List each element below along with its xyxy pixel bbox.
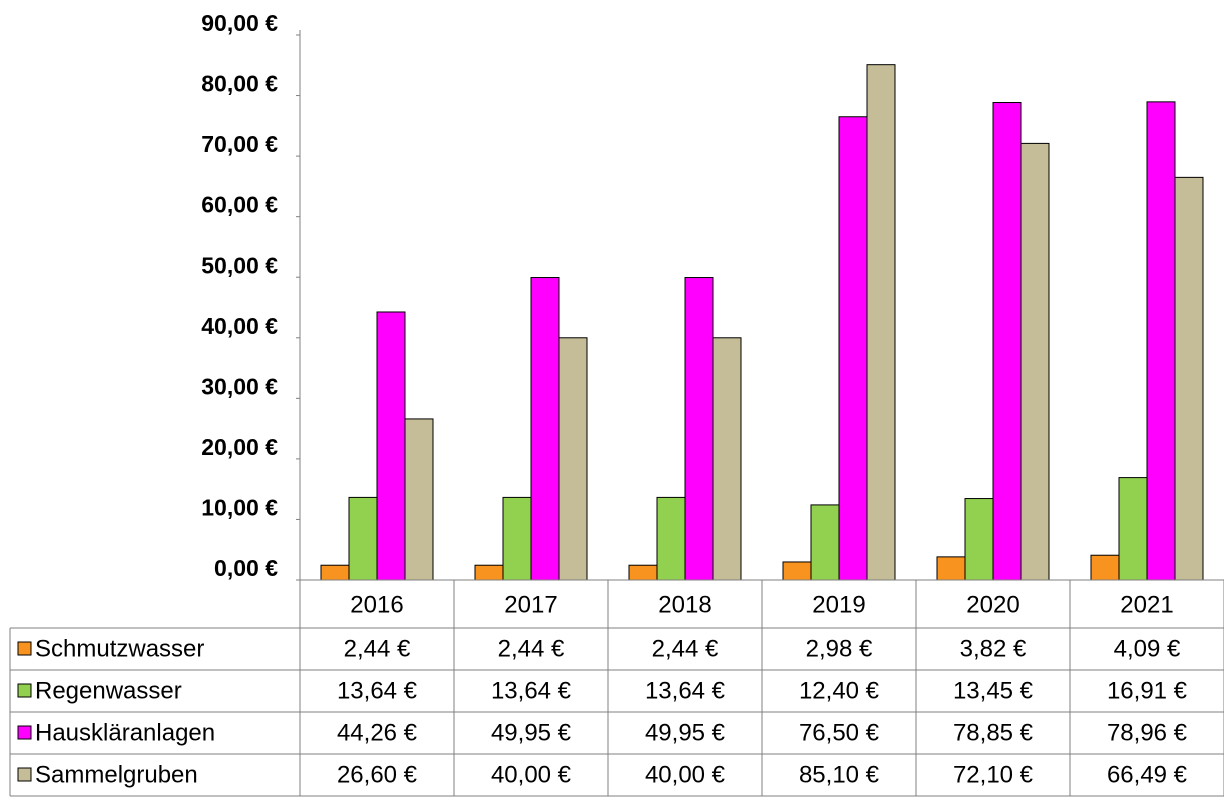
x-tick-label: 2021: [1120, 591, 1173, 618]
x-tick-label: 2018: [658, 591, 711, 618]
value-label: 12,40 €: [799, 677, 880, 704]
value-label: 66,49 €: [1107, 761, 1188, 788]
value-label: 2,44 €: [344, 635, 411, 662]
value-label: 85,10 €: [799, 761, 880, 788]
bar: [1118, 477, 1148, 581]
y-tick-label: 0,00 €: [214, 555, 278, 581]
value-label: 78,85 €: [953, 719, 1034, 746]
legend-label: Schmutzwasser: [35, 635, 204, 662]
legend-label: Regenwasser: [35, 677, 182, 704]
bar: [1020, 142, 1050, 581]
legend-key: [17, 725, 32, 740]
value-label: 40,00 €: [645, 761, 726, 788]
legend-label: Hauskläranlagen: [35, 719, 215, 746]
value-label: 49,95 €: [645, 719, 726, 746]
legend-key: [17, 683, 32, 698]
y-tick-label: 40,00 €: [201, 313, 278, 339]
bar: [656, 496, 686, 581]
value-label: 13,64 €: [645, 677, 726, 704]
legend-key: [17, 767, 32, 782]
value-label: 13,64 €: [337, 677, 418, 704]
value-label: 44,26 €: [337, 719, 418, 746]
bar: [376, 311, 406, 581]
y-tick-label: 20,00 €: [201, 434, 278, 460]
y-tick-label: 80,00 €: [201, 71, 278, 97]
value-label: 2,98 €: [806, 635, 873, 662]
value-label: 78,96 €: [1107, 719, 1188, 746]
bar: [712, 337, 742, 581]
value-label: 16,91 €: [1107, 677, 1188, 704]
value-label: 76,50 €: [799, 719, 880, 746]
y-tick-label: 60,00 €: [201, 192, 278, 218]
bar: [964, 498, 994, 581]
value-label: 72,10 €: [953, 761, 1034, 788]
y-tick-label: 90,00 €: [201, 10, 278, 36]
bar: [684, 277, 714, 581]
value-label: 2,44 €: [652, 635, 719, 662]
bar: [320, 564, 350, 581]
bar: [558, 337, 588, 581]
x-tick-label: 2020: [966, 591, 1019, 618]
value-label: 26,60 €: [337, 761, 418, 788]
bar: [992, 102, 1022, 581]
value-label: 13,64 €: [491, 677, 572, 704]
bar: [348, 496, 378, 581]
value-label: 2,44 €: [498, 635, 565, 662]
value-label: 3,82 €: [960, 635, 1027, 662]
bar: [1146, 101, 1176, 581]
value-label: 13,45 €: [953, 677, 1034, 704]
x-tick-label: 2019: [812, 591, 865, 618]
bar: [936, 556, 966, 581]
x-tick-label: 2017: [504, 591, 557, 618]
bar: [502, 496, 532, 581]
y-tick-label: 50,00 €: [201, 252, 278, 278]
bar: [810, 504, 840, 581]
bar: [1090, 554, 1120, 581]
value-label: 40,00 €: [491, 761, 572, 788]
bar: [474, 564, 504, 581]
bar: [530, 277, 560, 581]
y-tick-label: 70,00 €: [201, 131, 278, 157]
y-tick-label: 30,00 €: [201, 373, 278, 399]
bar: [404, 418, 434, 581]
bar: [782, 561, 812, 581]
value-label: 4,09 €: [1114, 635, 1181, 662]
bar: [628, 564, 658, 581]
legend-key: [17, 641, 32, 656]
bar: [838, 116, 868, 581]
legend-label: Sammelgruben: [35, 761, 198, 788]
bar: [1174, 176, 1204, 581]
bar: [866, 64, 896, 581]
value-label: 49,95 €: [491, 719, 572, 746]
y-tick-label: 10,00 €: [201, 495, 278, 521]
x-tick-label: 2016: [350, 591, 403, 618]
